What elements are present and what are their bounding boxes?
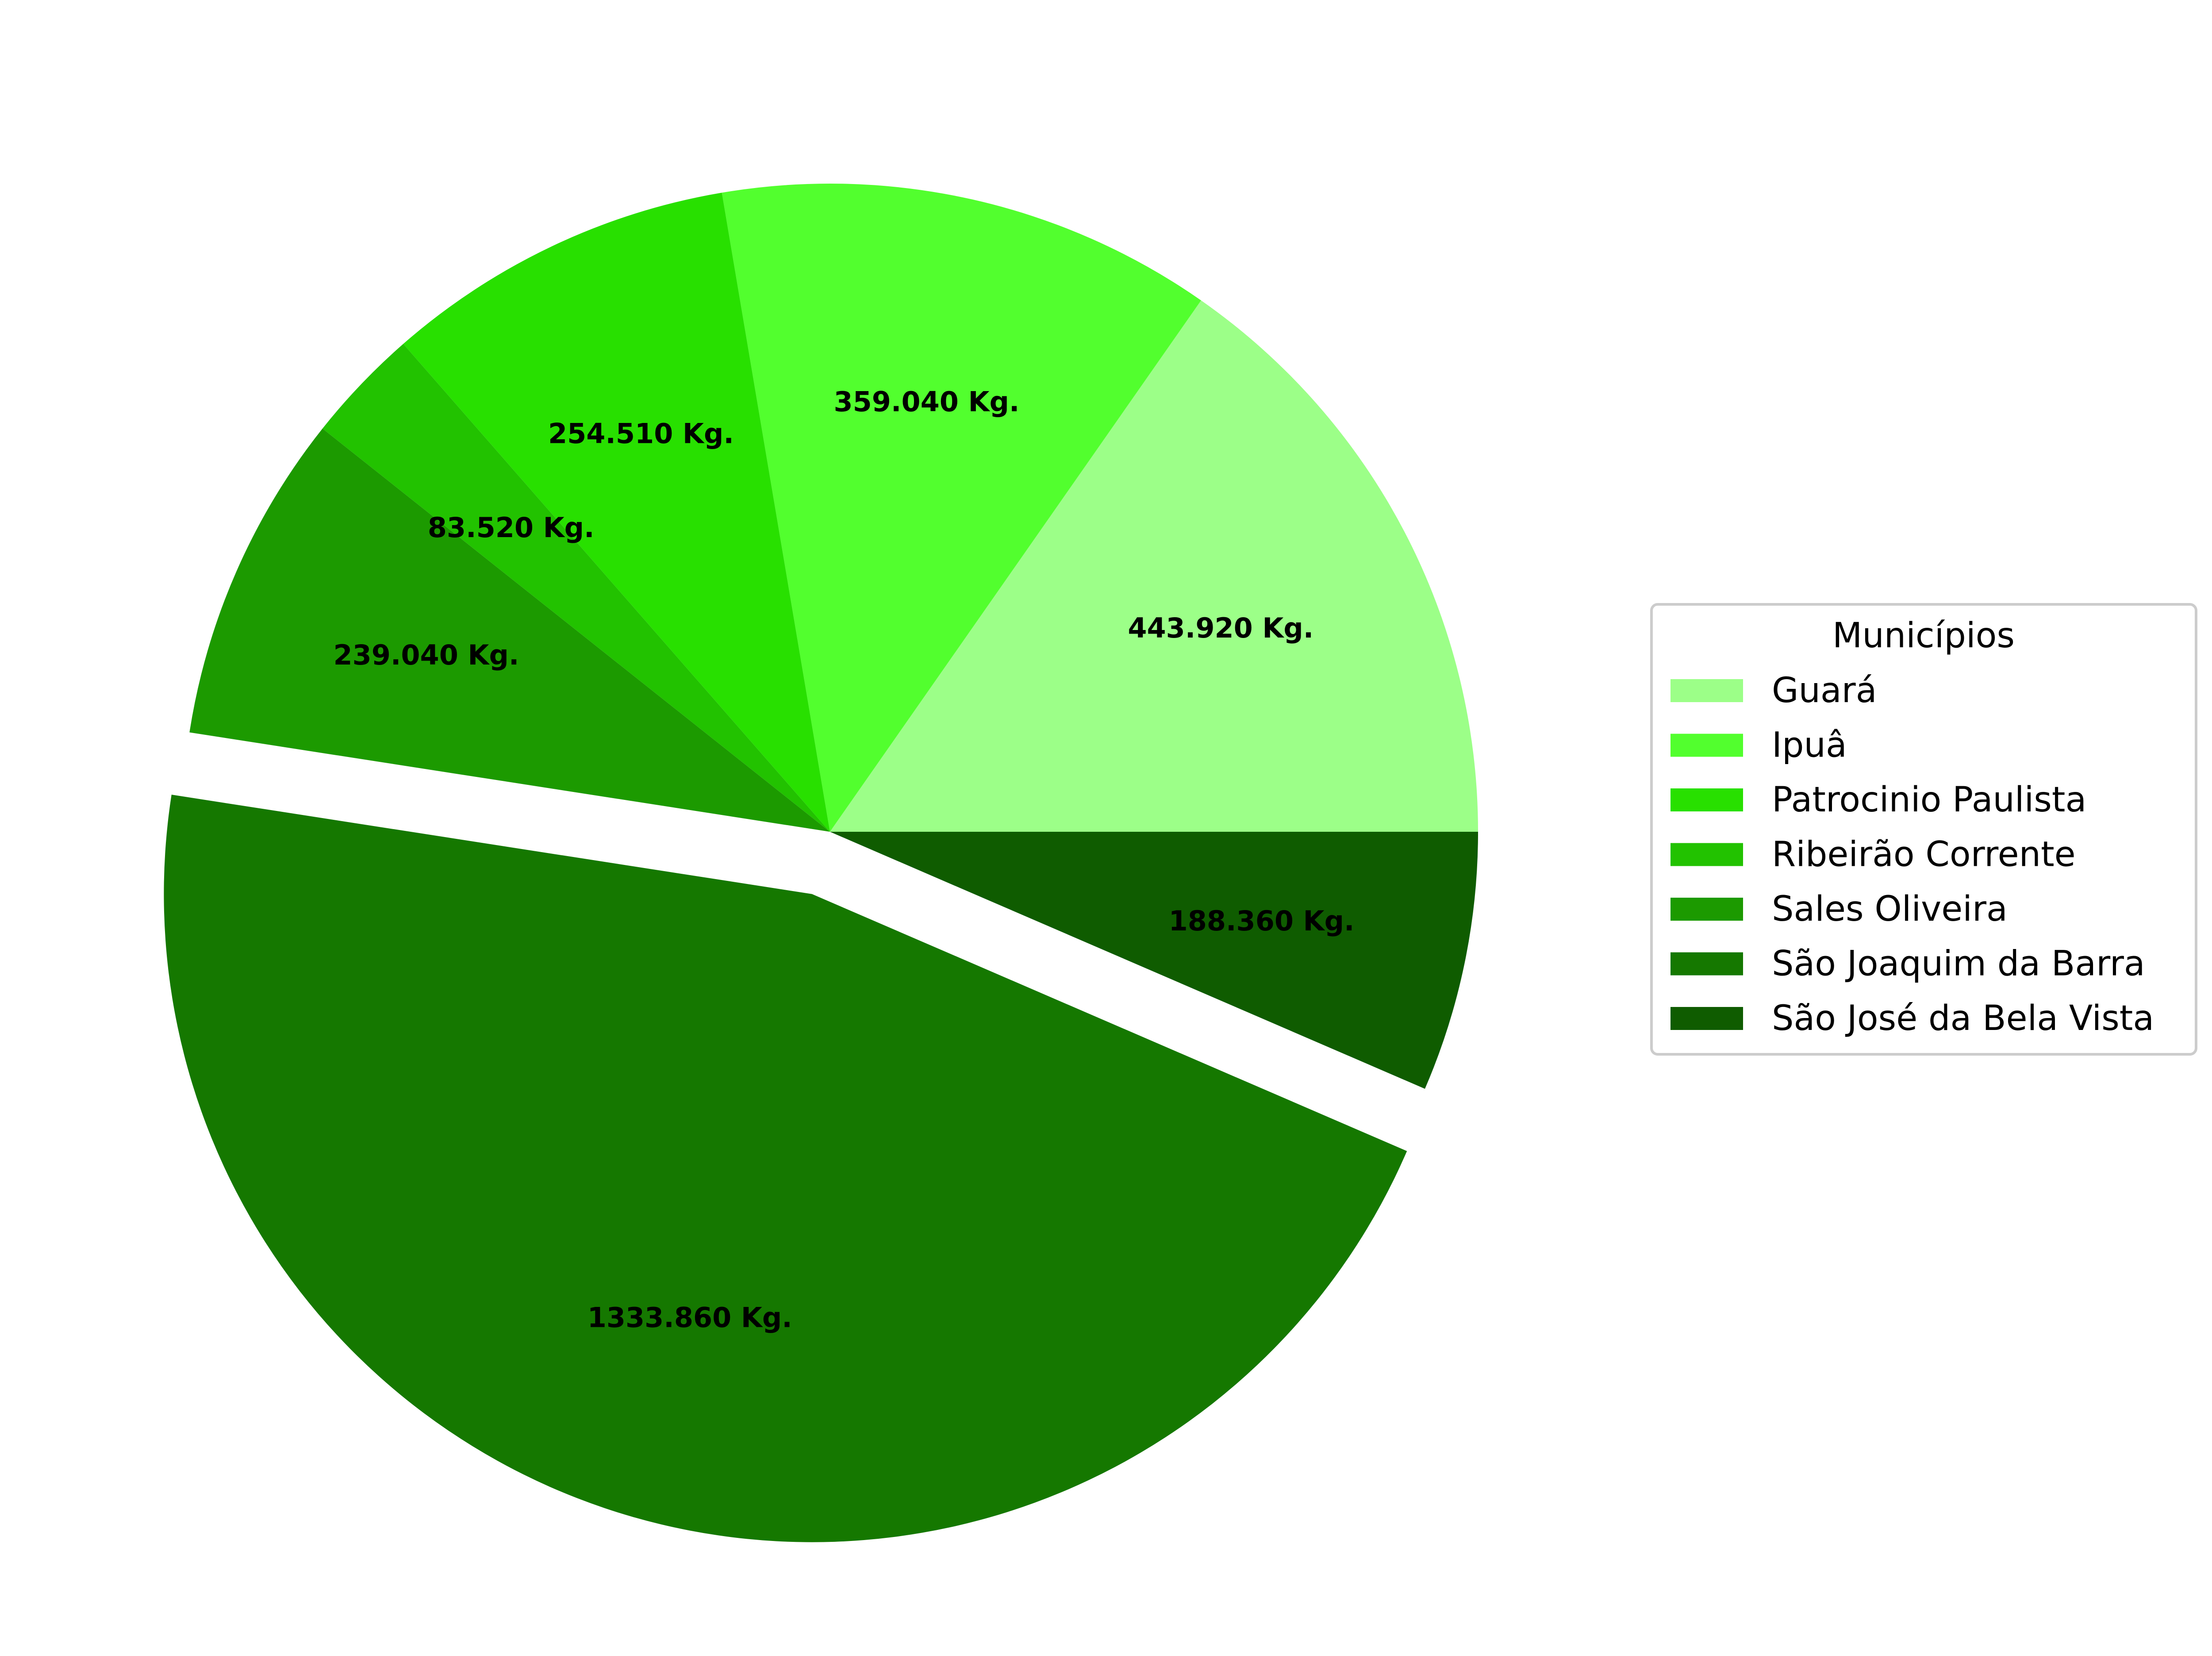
pie-slice-ribeirao-corrente — [322, 344, 830, 832]
legend-label-sao-joaquim-da-barra: São Joaquim da Barra — [1772, 944, 2145, 984]
legend-title: Municípios — [1832, 616, 2015, 656]
slice-label-sao-jose-da-bela-vista: 188.360 Kg. — [1169, 905, 1355, 937]
slice-label-guara: 443.920 Kg. — [1128, 612, 1313, 644]
slice-label-ribeirao-corrente: 83.520 Kg. — [428, 511, 595, 544]
legend-swatch-sales-oliveira — [1671, 898, 1743, 921]
legend-label-ribeirao-corrente: Ribeirão Corrente — [1772, 835, 2076, 875]
legend: Municípios Guará Ipuâ Patrocinio Paulista R… — [1650, 603, 2197, 1056]
pie-slice-patrocinio-paulista — [403, 192, 830, 832]
legend-label-ipua: Ipuâ — [1772, 726, 1847, 765]
legend-label-sales-oliveira: Sales Oliveira — [1772, 889, 2008, 929]
legend-swatch-sao-jose-da-bela-vista — [1671, 1007, 1743, 1030]
legend-swatch-ribeirao-corrente — [1671, 843, 1743, 866]
pie-slice-sales-oliveira — [189, 428, 830, 832]
slice-label-patrocinio-paulista: 254.510 Kg. — [548, 417, 734, 450]
legend-label-patrocinio-paulista: Patrocinio Paulista — [1772, 780, 2086, 820]
slice-labels: 443.920 Kg. 359.040 Kg. 254.510 Kg. 83.520 … — [333, 386, 1354, 1334]
legend-swatch-patrocinio-paulista — [1671, 788, 1743, 811]
pie-slice-sao-jose-da-bela-vista — [830, 832, 1478, 1089]
legend-swatch-sao-joaquim-da-barra — [1671, 952, 1743, 976]
legend-label-sao-jose-da-bela-vista: São José da Bela Vista — [1772, 999, 2154, 1038]
legend-label-guara: Guará — [1772, 671, 1877, 711]
slice-label-sales-oliveira: 239.040 Kg. — [333, 639, 519, 671]
legend-items: Guará Ipuâ Patrocinio Paulista Ribeirão Cor… — [1671, 671, 2154, 1038]
slice-label-sao-joaquim-da-barra: 1333.860 Kg. — [588, 1301, 792, 1333]
legend-swatch-guara — [1671, 679, 1743, 702]
pie-slice-ipua — [722, 184, 1201, 832]
pie-slices — [164, 184, 1478, 1542]
slice-label-ipua: 359.040 Kg. — [833, 386, 1019, 418]
pie-slice-sao-joaquim-da-barra — [164, 795, 1407, 1542]
legend-frame — [1650, 603, 2197, 1056]
legend-swatch-ipua — [1671, 734, 1743, 757]
pie-slice-guara — [830, 300, 1478, 832]
